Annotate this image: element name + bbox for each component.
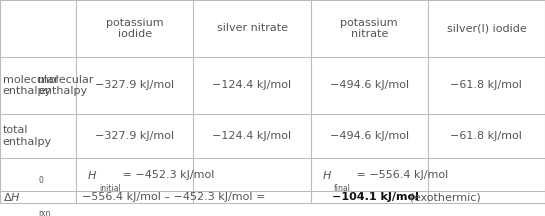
Text: = −452.3 kJ/mol: = −452.3 kJ/mol xyxy=(119,170,214,180)
Text: −124.4 kJ/mol: −124.4 kJ/mol xyxy=(213,80,292,90)
Text: $H$: $H$ xyxy=(87,169,97,181)
Text: −327.9 kJ/mol: −327.9 kJ/mol xyxy=(95,80,174,90)
Text: initial: initial xyxy=(99,184,121,194)
Text: −327.9 kJ/mol: −327.9 kJ/mol xyxy=(95,131,174,141)
Text: −104.1 kJ/mol: −104.1 kJ/mol xyxy=(332,192,419,202)
Text: (exothermic): (exothermic) xyxy=(406,192,481,202)
Text: total
enthalpy: total enthalpy xyxy=(3,125,52,147)
Text: −494.6 kJ/mol: −494.6 kJ/mol xyxy=(330,131,409,141)
Text: 0: 0 xyxy=(38,176,43,185)
Text: −124.4 kJ/mol: −124.4 kJ/mol xyxy=(213,131,292,141)
Text: potassium
nitrate: potassium nitrate xyxy=(341,18,398,39)
Text: silver(I) iodide: silver(I) iodide xyxy=(446,24,526,33)
Text: $H$: $H$ xyxy=(322,169,331,181)
Text: silver nitrate: silver nitrate xyxy=(216,24,288,33)
Text: molecular
enthalpy: molecular enthalpy xyxy=(3,75,58,96)
Text: −61.8 kJ/mol: −61.8 kJ/mol xyxy=(451,80,522,90)
Text: −61.8 kJ/mol: −61.8 kJ/mol xyxy=(451,131,522,141)
Text: −556.4 kJ/mol – −452.3 kJ/mol =: −556.4 kJ/mol – −452.3 kJ/mol = xyxy=(82,192,269,202)
Text: −494.6 kJ/mol: −494.6 kJ/mol xyxy=(330,80,409,90)
Text: = −556.4 kJ/mol: = −556.4 kJ/mol xyxy=(353,170,449,180)
Text: molecular
enthalpy: molecular enthalpy xyxy=(38,75,94,96)
Text: final: final xyxy=(334,184,350,194)
Text: rxn: rxn xyxy=(38,209,51,216)
Text: $\Delta H$: $\Delta H$ xyxy=(3,191,20,203)
Text: potassium
iodide: potassium iodide xyxy=(106,18,164,39)
